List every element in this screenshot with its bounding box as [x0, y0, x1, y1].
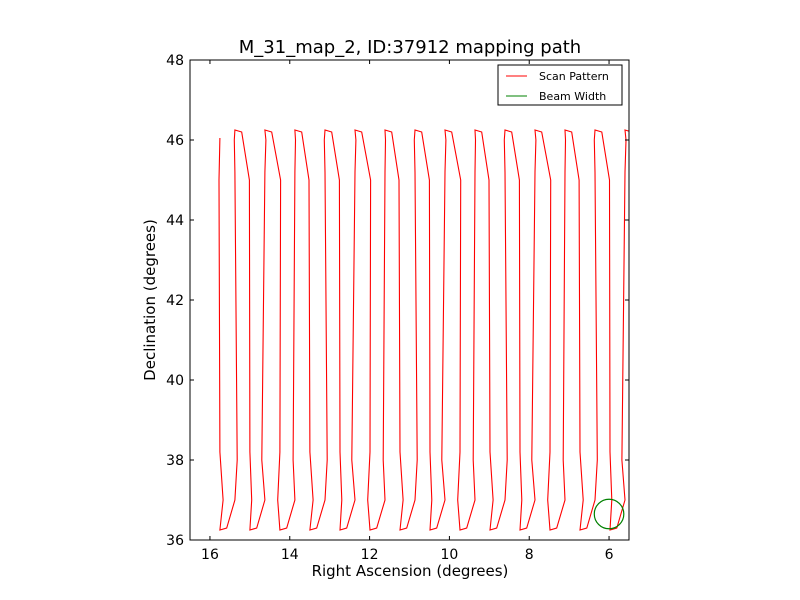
legend-label-scan-pattern: Scan Pattern: [539, 70, 609, 83]
legend-box: [497, 64, 623, 106]
y-tick-label: 44: [166, 213, 184, 229]
beam-width-circle: [593, 498, 625, 530]
x-tick-label: 10: [440, 547, 458, 563]
x-tick-label: 14: [281, 547, 299, 563]
chart-title: M_31_map_2, ID:37912 mapping path: [239, 37, 581, 58]
y-tick-label: 42: [166, 293, 184, 309]
y-tick-label: 40: [166, 373, 184, 389]
x-axis-ticks: 16 14 12 10 8 6: [201, 60, 614, 563]
y-tick-label: 46: [166, 133, 184, 149]
x-tick-label: 16: [201, 547, 219, 563]
y-tick-label: 38: [166, 453, 184, 469]
y-tick-label: 48: [166, 53, 184, 69]
scan-pattern: [218, 129, 629, 531]
scan-pattern-line: [218, 129, 629, 531]
y-axis-ticks: 36 38 40 42 44 46 48: [166, 53, 629, 549]
x-tick-label: 6: [605, 547, 614, 563]
legend: Scan Pattern Beam Width: [497, 64, 623, 106]
x-tick-label: 12: [361, 547, 379, 563]
x-axis-label: Right Ascension (degrees): [312, 562, 509, 580]
legend-label-beam-width: Beam Width: [539, 90, 606, 103]
y-axis-label: Declination (degrees): [141, 219, 159, 381]
beam-width-series: [593, 498, 625, 530]
y-tick-label: 36: [166, 533, 184, 549]
x-tick-label: 8: [525, 547, 534, 563]
